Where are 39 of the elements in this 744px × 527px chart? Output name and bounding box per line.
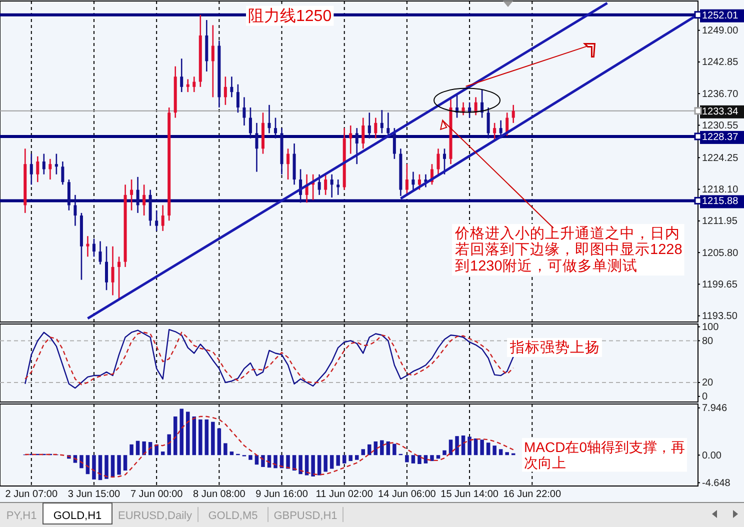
text: GBPUSD,H1 [274, 510, 338, 522]
x-tick-label: 14 Jun 06:00 [378, 489, 436, 500]
x-tick-label: 8 Jun 08:00 [193, 489, 246, 500]
x-tick-label: 7 Jun 00:00 [130, 489, 184, 500]
annotation: 阻力线1250 [248, 6, 332, 25]
x-tick-label: 2 Jun 07:00 [5, 489, 58, 500]
x-tick-label: 9 Jun 16:00 [256, 489, 308, 500]
x-tick-label: 15 Jun 14:00 [440, 489, 499, 500]
text: PY,H1 [6, 510, 37, 522]
y-tick-label: 7.946 [702, 403, 728, 414]
y-tick-label: 1193.50 [702, 311, 738, 322]
y-tick-label: 1199.65 [702, 279, 738, 290]
x-tick-label: 16 Jun 22:00 [503, 489, 562, 500]
annotation: 价格进入小的上升通道之中，日内若回落到下边缘，即图中显示1228到1230附近，可做多单测试 [454, 225, 682, 274]
y-tick-label: 1242.85 [702, 57, 739, 68]
ref-line-label: 1233.34 [702, 106, 739, 118]
text: EURUSD,Daily [118, 510, 192, 522]
y-tick-label: 1224.25 [702, 152, 739, 164]
y-tick-label: 1236.70 [702, 88, 739, 100]
y-tick-label: 1249.00 [702, 26, 739, 37]
y-tick-label: 0.00 [702, 450, 722, 462]
y-tick-label: 1218.10 [702, 184, 739, 196]
annotation: 指标强势上扬 [509, 339, 600, 356]
x-tick-label: 3 Jun 15:00 [68, 489, 121, 500]
ref-line-label: 1252.01 [702, 10, 739, 22]
x-tick-label: 11 Jun 02:00 [316, 489, 374, 500]
annotation: MACD在0轴得到支撑，再次向上 [524, 439, 686, 471]
y-tick-label: -4.648 [702, 478, 731, 489]
ref-line-label: 1228.37 [702, 132, 739, 143]
y-tick-label: 20 [702, 378, 714, 389]
y-tick-label: 0 [702, 392, 708, 403]
text: GOLD,H1 [53, 510, 102, 522]
y-tick-label: 1211.95 [702, 216, 738, 228]
y-tick-label: 100 [702, 322, 720, 333]
y-tick-label: 80 [702, 336, 714, 347]
ref-line-label: 1215.88 [702, 196, 739, 208]
text: GOLD,M5 [208, 510, 258, 522]
y-tick-label: 1205.80 [702, 248, 739, 259]
y-tick-label: 1230.55 [702, 120, 739, 132]
